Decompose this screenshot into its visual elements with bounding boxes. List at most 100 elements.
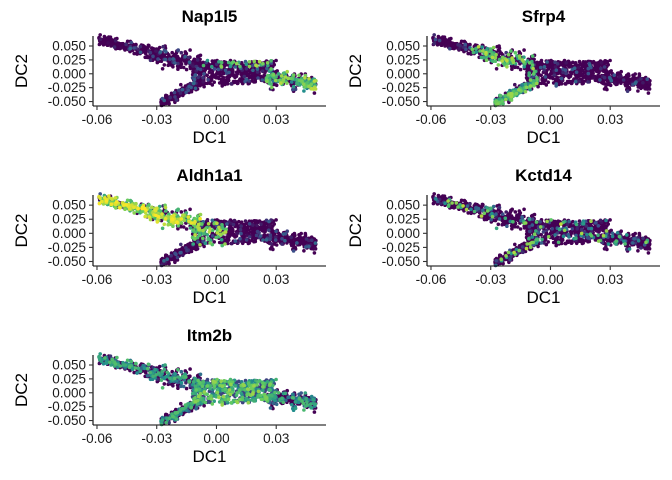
- data-point: [291, 73, 296, 77]
- data-point: [232, 218, 237, 223]
- data-point: [106, 41, 110, 45]
- data-point: [238, 227, 243, 232]
- data-point: [545, 60, 549, 64]
- x-tick-label: -0.03: [141, 112, 172, 127]
- data-point: [255, 70, 260, 74]
- data-point: [595, 62, 599, 67]
- data-point: [527, 232, 532, 237]
- data-point: [573, 79, 578, 84]
- data-point: [219, 60, 224, 65]
- data-point: [313, 246, 317, 251]
- data-point: [155, 60, 160, 65]
- data-point: [202, 84, 206, 89]
- data-point: [193, 236, 197, 241]
- data-point: [624, 84, 628, 88]
- data-point: [215, 221, 219, 226]
- data-point: [471, 50, 476, 55]
- data-point: [251, 68, 255, 73]
- data-point: [274, 229, 278, 233]
- data-point: [547, 73, 552, 77]
- data-point: [598, 78, 602, 82]
- data-point: [189, 85, 193, 90]
- data-point: [589, 70, 594, 74]
- data-point: [490, 52, 495, 56]
- data-point: [303, 76, 307, 80]
- data-point: [170, 217, 174, 222]
- x-tick-label: -0.06: [82, 112, 113, 127]
- data-point: [134, 42, 138, 47]
- data-point: [238, 64, 242, 69]
- data-point: [574, 74, 578, 78]
- data-point: [269, 59, 273, 63]
- data-point: [208, 75, 213, 79]
- data-point: [163, 217, 168, 221]
- data-point: [459, 39, 464, 44]
- data-point: [205, 81, 210, 86]
- data-point: [125, 198, 130, 203]
- data-point: [142, 206, 147, 211]
- data-point: [148, 50, 153, 55]
- data-point: [260, 69, 265, 73]
- data-point: [175, 255, 180, 260]
- data-point: [514, 91, 519, 96]
- data-point: [497, 44, 501, 48]
- data-point: [231, 222, 236, 227]
- data-point: [176, 67, 180, 71]
- data-point: [586, 71, 591, 76]
- x-tick-label: -0.06: [416, 112, 447, 127]
- data-point: [268, 237, 272, 241]
- data-point: [241, 229, 246, 233]
- data-point: [162, 259, 166, 263]
- data-point: [109, 37, 114, 42]
- data-point: [223, 230, 228, 234]
- data-point: [173, 95, 177, 99]
- data-point: [179, 50, 184, 55]
- panel-title: Kctd14: [515, 166, 572, 185]
- point-layer: [431, 33, 652, 108]
- data-point: [162, 222, 167, 227]
- data-point: [479, 55, 484, 60]
- data-point: [285, 69, 290, 74]
- data-point: [110, 42, 114, 47]
- data-point: [594, 228, 599, 233]
- data-point: [289, 235, 294, 240]
- data-point: [290, 243, 294, 248]
- data-point: [205, 58, 210, 63]
- data-point: [510, 67, 514, 71]
- data-point: [463, 42, 468, 47]
- data-point: [289, 239, 293, 243]
- data-point: [119, 45, 123, 49]
- data-point: [201, 63, 206, 68]
- data-point: [626, 237, 631, 241]
- data-point: [530, 63, 535, 67]
- data-point: [186, 88, 191, 93]
- x-axis-label: DC1: [526, 128, 560, 147]
- data-point: [161, 44, 165, 49]
- data-point: [159, 56, 164, 60]
- data-point: [247, 222, 252, 226]
- data-point: [515, 65, 520, 70]
- data-point: [476, 45, 481, 49]
- data-point: [450, 42, 455, 47]
- data-point: [114, 206, 118, 210]
- data-point: [272, 62, 277, 67]
- data-point: [181, 65, 186, 70]
- data-point: [307, 76, 311, 81]
- data-point: [234, 70, 239, 74]
- data-point: [612, 73, 616, 77]
- data-point: [143, 49, 147, 54]
- data-point: [239, 224, 243, 228]
- data-point: [211, 60, 215, 64]
- data-point: [109, 202, 114, 206]
- data-point: [302, 89, 306, 93]
- data-point: [532, 83, 536, 88]
- data-point: [184, 227, 189, 231]
- data-point: [187, 60, 192, 64]
- data-point: [297, 73, 301, 78]
- data-point: [142, 45, 147, 49]
- data-point: [170, 50, 174, 55]
- data-point: [206, 237, 210, 242]
- data-point: [165, 257, 169, 262]
- data-point: [526, 65, 531, 69]
- data-point: [229, 68, 234, 72]
